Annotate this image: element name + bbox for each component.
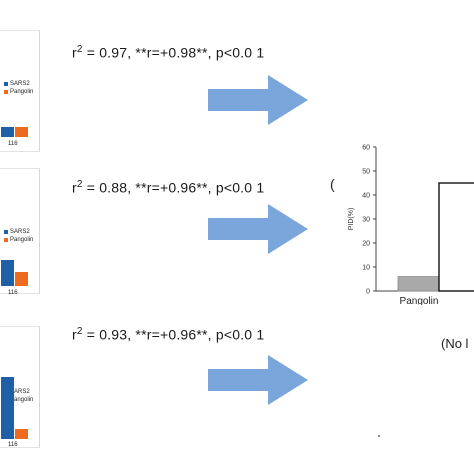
legend-pangolin: Pangolin <box>10 397 34 403</box>
left-chart-panel-2: SARS2 Pangolin 116 <box>0 168 40 296</box>
pangolin-swatch <box>4 238 8 242</box>
stray-dot <box>378 435 380 437</box>
y-tick-label: 20 <box>362 241 370 248</box>
stat-line-2: r2 = 0.88, **r=+0.96**, p<0.0 1 <box>72 179 264 196</box>
stat-line-3: r2 = 0.93, **r=+0.96**, p<0.0 1 <box>72 326 264 343</box>
superscript-2: 2 <box>76 326 83 337</box>
legend-pangolin: Pangolin <box>10 89 34 95</box>
bar-sars2 <box>1 260 14 286</box>
bar-sars2 <box>1 127 14 137</box>
stat-line-1: r2 = 0.97, **r=+0.98**, p<0.0 1 <box>72 44 264 61</box>
legend-sars2: SARS2 <box>10 229 30 235</box>
bar-pangolin <box>15 127 28 137</box>
pangolin-swatch <box>4 90 8 94</box>
y-tick-label: 30 <box>362 217 370 224</box>
right-arrow-icon <box>208 204 308 254</box>
x-tick-label: 116 <box>8 290 18 296</box>
superscript-2: 2 <box>76 179 83 190</box>
bar-pangolin <box>15 271 28 286</box>
y-tick-label: 0 <box>366 289 370 296</box>
stat-text: = 0.93, **r=+0.96**, p<0.0 1 <box>86 326 265 343</box>
legend-sars2: SARS2 <box>10 389 30 395</box>
sars2-swatch <box>4 230 8 234</box>
right-arrow-icon <box>208 75 308 125</box>
y-tick-label: 60 <box>362 145 370 152</box>
pid-bar-chart: 0 10 20 30 40 50 60 PID(%) Pangolin <box>348 145 474 305</box>
right-arrow-icon <box>208 355 308 405</box>
bar-pangolin <box>15 429 28 439</box>
y-tick-label: 10 <box>362 265 370 272</box>
no-label-text: (No l <box>441 336 469 351</box>
left-chart-panel-3: SARS2 Pangolin 116 <box>0 326 40 448</box>
x-tick-label: 116 <box>8 141 18 147</box>
legend: SARS2 Pangolin <box>4 80 33 96</box>
legend-pangolin: Pangolin <box>10 237 34 243</box>
bar-sars2 <box>1 376 14 439</box>
r-squared-symbol: r <box>72 179 77 196</box>
partial-glyph: ( <box>330 176 335 192</box>
sars2-swatch <box>4 82 8 86</box>
y-axis-label: PID(%) <box>348 208 355 231</box>
superscript-2: 2 <box>76 44 83 55</box>
legend: SARS2 Pangolin <box>4 228 33 244</box>
y-tick-label: 50 <box>362 169 370 176</box>
x-tick-label: 116 <box>8 442 18 448</box>
bar-second <box>438 182 474 292</box>
legend-sars2: SARS2 <box>10 81 30 87</box>
y-tick-label: 40 <box>362 193 370 200</box>
left-chart-panel-1: SARS2 Pangolin 116 <box>0 30 40 152</box>
stat-text: = 0.88, **r=+0.96**, p<0.0 1 <box>86 179 265 196</box>
bar-pangolin <box>397 276 441 292</box>
r-squared-symbol: r <box>72 326 77 343</box>
stat-text: = 0.97, **r=+0.98**, p<0.0 1 <box>86 44 265 61</box>
r-squared-symbol: r <box>72 44 77 61</box>
x-tick-label-pangolin: Pangolin <box>400 296 439 305</box>
